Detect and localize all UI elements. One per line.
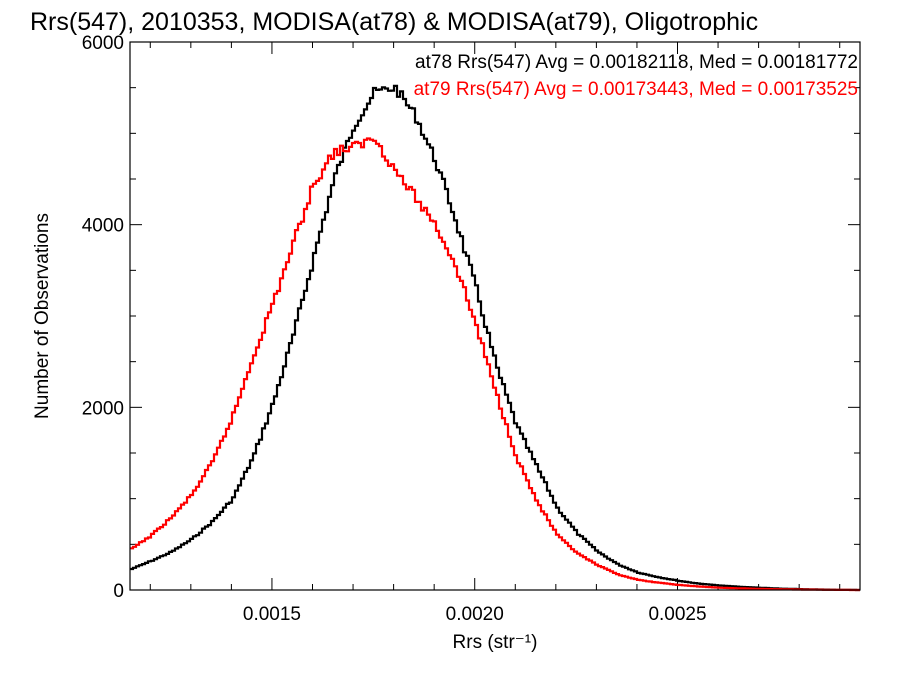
x-axis-label: Rrs (str⁻¹) — [453, 632, 538, 653]
series-line-0 — [130, 84, 860, 592]
y-tick-label: 0 — [113, 581, 124, 602]
chart-title: Rrs(547), 2010353, MODISA(at78) & MODISA… — [30, 8, 758, 36]
y-tick-label: 4000 — [82, 216, 124, 237]
x-tick-label: 0.0020 — [446, 604, 504, 625]
y-tick-label: 2000 — [82, 398, 124, 419]
y-tick-label: 6000 — [82, 33, 124, 54]
legend-entry-at78: at78 Rrs(547) Avg = 0.00182118, Med = 0.… — [415, 52, 858, 73]
x-axis-ticks: 0.0015 0.0020 0.0025 — [149, 42, 841, 625]
y-axis-label: Number of Observations — [32, 213, 53, 419]
x-tick-label: 0.0025 — [648, 604, 706, 625]
legend-entry-at79: at79 Rrs(547) Avg = 0.00173443, Med = 0.… — [414, 79, 858, 100]
x-tick-label: 0.0015 — [243, 604, 301, 625]
series-line-1 — [130, 137, 860, 592]
y-axis-ticks: 0 2000 4000 6000 — [82, 33, 860, 602]
series-layer — [130, 84, 860, 592]
plot-frame — [129, 41, 861, 591]
